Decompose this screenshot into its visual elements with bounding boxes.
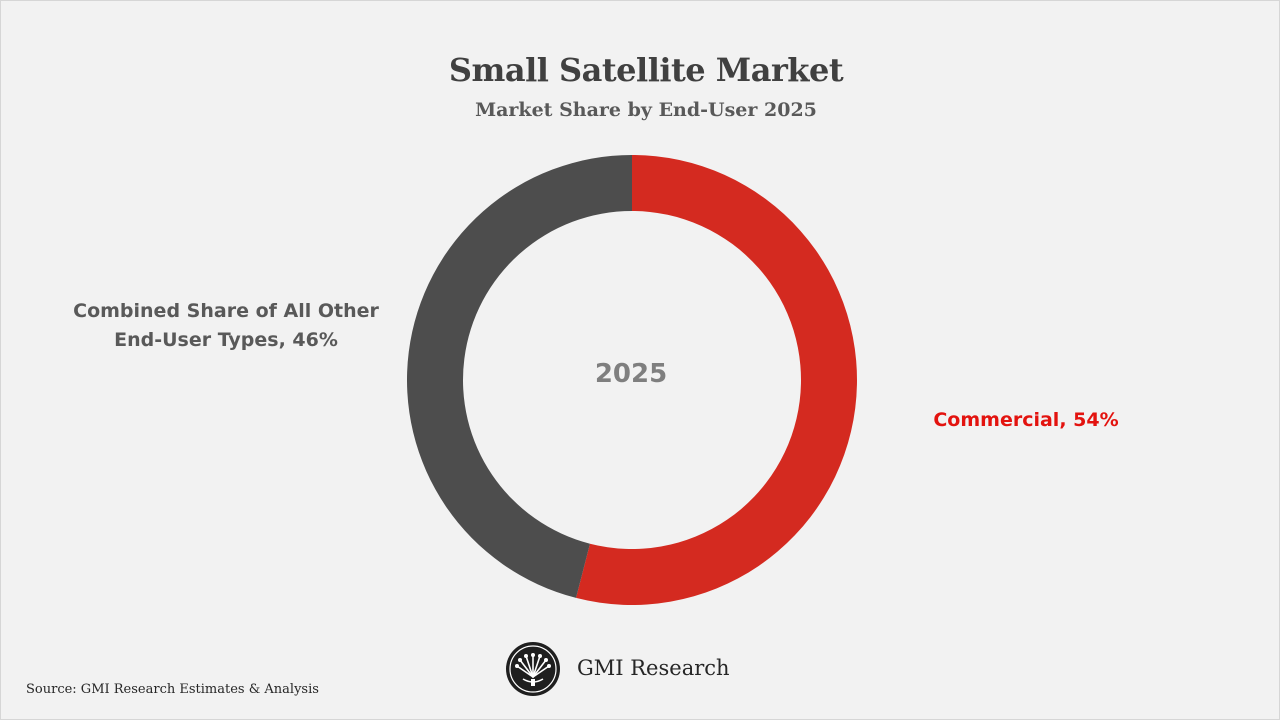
source-note: Source: GMI Research Estimates & Analysi… (26, 682, 319, 697)
donut-slice-combined-share-of-all-other-end-user-types (406, 155, 632, 598)
data-label-other: Combined Share of All Other End-User Typ… (71, 297, 381, 355)
data-label-other-line2: End-User Types, 46% (114, 329, 338, 351)
donut-center-label: 2025 (594, 359, 668, 389)
brand-name: GMI Research (577, 656, 730, 680)
donut-slice-commercial (576, 155, 857, 605)
data-label-commercial: Commercial, 54% (933, 409, 1119, 431)
data-label-other-line1: Combined Share of All Other (73, 300, 379, 322)
chart-subtitle: Market Share by End-User 2025 (475, 99, 817, 121)
gmi-research-logo-icon (506, 642, 560, 696)
chart-title: Small Satellite Market (448, 51, 844, 89)
